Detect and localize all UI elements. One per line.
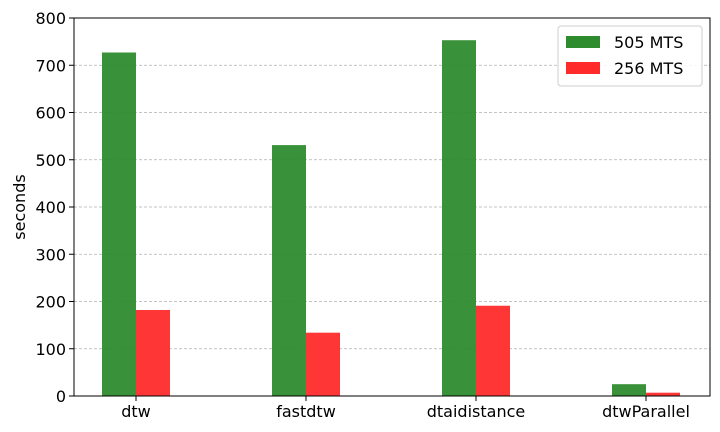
bar-256-mts-dtw bbox=[136, 310, 170, 396]
bar-505-mts-dtwparallel bbox=[612, 384, 646, 396]
y-tick-label: 0 bbox=[56, 387, 66, 406]
y-axis-label: seconds bbox=[10, 174, 29, 239]
bar-505-mts-fastdtw bbox=[272, 145, 306, 396]
y-tick-label: 600 bbox=[35, 104, 66, 123]
bar-256-mts-dtaidistance bbox=[476, 305, 510, 396]
y-tick-label: 300 bbox=[35, 245, 66, 264]
y-tick-label: 800 bbox=[35, 9, 66, 28]
x-tick-label: fastdtw bbox=[276, 402, 336, 421]
bar-505-mts-dtw bbox=[102, 52, 136, 397]
y-axis-ticks: 0 100 200 300 400 500 600 700 800 bbox=[35, 9, 74, 406]
bars bbox=[102, 40, 680, 397]
grid-lines bbox=[74, 64, 710, 350]
y-tick-label: 500 bbox=[35, 151, 66, 170]
legend-label: 505 MTS bbox=[614, 33, 683, 52]
bar-505-mts-dtaidistance bbox=[442, 40, 476, 397]
legend-swatch bbox=[566, 36, 600, 48]
x-tick-label: dtw bbox=[121, 402, 151, 421]
bar-256-mts-dtwparallel bbox=[646, 392, 680, 396]
y-tick-label: 700 bbox=[35, 56, 66, 75]
legend: 505 MTS 256 MTS bbox=[557, 25, 703, 87]
bar-256-mts-fastdtw bbox=[306, 332, 340, 396]
legend-swatch bbox=[566, 62, 600, 74]
x-axis-ticks: dtw fastdtw dtaidistance dtwParallel bbox=[121, 396, 690, 421]
y-tick-label: 100 bbox=[35, 340, 66, 359]
y-tick-label: 400 bbox=[35, 198, 66, 217]
x-tick-label: dtwParallel bbox=[602, 402, 690, 421]
legend-label: 256 MTS bbox=[614, 59, 683, 78]
x-tick-label: dtaidistance bbox=[427, 402, 525, 421]
y-tick-label: 200 bbox=[35, 293, 66, 312]
